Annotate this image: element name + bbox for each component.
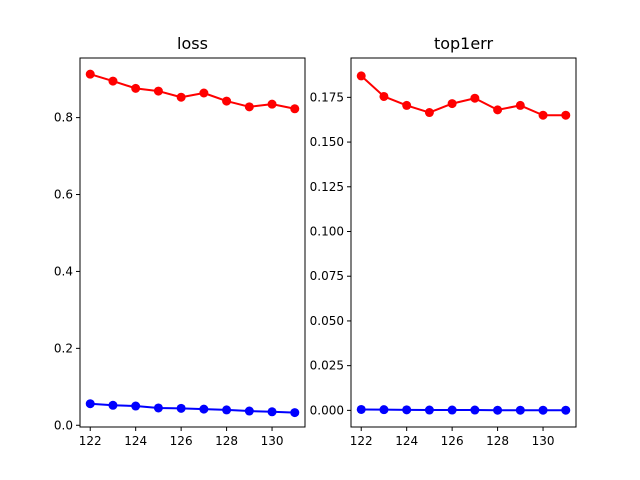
top1err-blue-data-point — [447, 405, 457, 415]
loss-panel-ticks: 122 124 126 128 130 0.0 0.2 0.4 0.6 0.8 — [54, 111, 284, 448]
top1err-red-data-point — [424, 108, 434, 118]
top1err-y-tick-label: 0.025 — [310, 359, 344, 373]
top1err-blue-data-point — [561, 405, 571, 415]
loss-panel-series — [85, 69, 300, 418]
top1err-x-tick-label: 130 — [532, 434, 555, 448]
loss-blue-data-point — [222, 405, 232, 415]
loss-red-data-point — [290, 104, 300, 114]
top1err-blue-series-line — [361, 408, 566, 412]
loss-y-tick-label: 0.4 — [54, 264, 73, 278]
loss-y-tick-label: 0.2 — [54, 341, 73, 355]
loss-blue-data-point — [244, 406, 254, 416]
top1err-blue-data-point — [379, 405, 389, 415]
top1err-y-tick-label: 0.100 — [310, 224, 344, 238]
top1err-x-tick-label: 126 — [441, 434, 464, 448]
top1err-red-data-point — [402, 100, 412, 110]
top1err-y-tick-label: 0.150 — [310, 135, 344, 149]
top1err-red-data-point — [379, 91, 389, 101]
loss-x-tick-label: 126 — [170, 434, 193, 448]
top1err-y-tick-label: 0.050 — [310, 314, 344, 328]
top1err-red-data-point — [493, 105, 503, 115]
top1err-x-tick-label: 122 — [350, 434, 373, 448]
loss-y-tick-label: 0.8 — [54, 111, 73, 125]
loss-red-data-point — [222, 96, 232, 106]
top1err-red-series-line — [360, 75, 566, 117]
loss-red-data-point — [108, 76, 118, 86]
top1err-red-data-point — [356, 71, 366, 81]
loss-panel: loss 122 124 126 128 130 0.0 0.2 0.4 0.6 0.8 — [54, 34, 306, 448]
loss-red-data-point — [153, 86, 163, 96]
top1err-panel-ticks: 122 124 126 128 130 0.000 0.025 0.050 0.075 0.100… — [310, 90, 555, 448]
top1err-blue-data-point — [538, 405, 548, 415]
top1err-panel: top1err 122 124 126 128 130 0.000 0.025 0.050 0.… — [310, 34, 577, 448]
loss-blue-data-point — [131, 401, 141, 411]
top1err-y-tick-label: 0.075 — [310, 269, 344, 283]
loss-red-data-point — [244, 102, 254, 112]
loss-panel-frame — [79, 57, 306, 428]
top1err-x-tick-label: 128 — [486, 434, 509, 448]
top1err-red-data-point — [561, 110, 571, 120]
loss-red-data-point — [85, 69, 95, 79]
loss-x-tick-label: 124 — [124, 434, 147, 448]
loss-y-tick-label: 0.6 — [54, 188, 73, 202]
loss-red-data-point — [199, 88, 209, 98]
loss-blue-data-point — [108, 400, 118, 410]
top1err-panel-frame — [350, 57, 577, 428]
loss-red-data-point — [176, 92, 186, 102]
top1err-blue-data-point — [424, 405, 434, 415]
top1err-y-tick-label: 0.125 — [310, 180, 344, 194]
loss-blue-data-point — [267, 407, 277, 417]
loss-x-tick-label: 122 — [79, 434, 102, 448]
loss-panel-title: loss — [177, 34, 208, 53]
top1err-blue-data-point — [356, 404, 366, 414]
loss-blue-data-point — [290, 408, 300, 418]
loss-blue-data-point — [85, 399, 95, 409]
top1err-red-data-point — [470, 93, 480, 103]
loss-blue-data-point — [199, 404, 209, 414]
loss-x-tick-label: 128 — [215, 434, 238, 448]
top1err-panel-series — [356, 71, 571, 415]
top1err-blue-data-point — [470, 405, 480, 415]
loss-blue-series-line — [90, 402, 295, 414]
loss-red-data-point — [267, 99, 277, 109]
top1err-panel-title: top1err — [434, 34, 494, 53]
top1err-red-data-point — [538, 110, 548, 120]
loss-blue-data-point — [176, 403, 186, 413]
top1err-y-tick-label: 0.175 — [310, 90, 344, 104]
loss-y-tick-label: 0.0 — [54, 418, 73, 432]
loss-red-series-line — [89, 73, 295, 110]
loss-red-data-point — [131, 83, 141, 93]
top1err-blue-data-point — [493, 405, 503, 415]
top1err-x-tick-label: 124 — [395, 434, 418, 448]
top1err-red-data-point — [515, 100, 525, 110]
top1err-blue-data-point — [515, 405, 525, 415]
loss-x-tick-label: 130 — [261, 434, 284, 448]
top1err-y-tick-label: 0.000 — [310, 403, 344, 417]
loss-blue-data-point — [153, 403, 163, 413]
top1err-blue-data-point — [402, 405, 412, 415]
top1err-red-data-point — [447, 99, 457, 109]
